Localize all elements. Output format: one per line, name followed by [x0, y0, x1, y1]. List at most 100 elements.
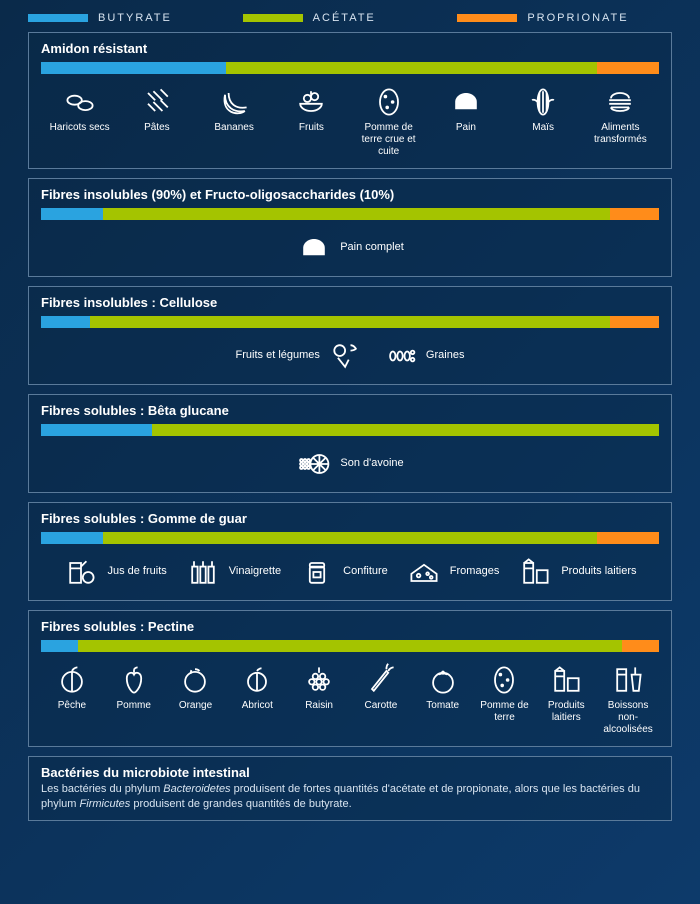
food-label: Boissons non-alcoolisées: [597, 700, 659, 736]
juice-icon: [63, 554, 99, 590]
category-box: Amidon résistantHaricots secsPâtesBanane…: [28, 32, 672, 169]
foods-row: Son d'avoine: [41, 446, 659, 482]
banana-icon: [216, 84, 252, 120]
pasta-icon: [139, 84, 175, 120]
food-item: Produits laitiers: [517, 554, 636, 590]
food-item: Fruits et légumes: [236, 338, 364, 374]
food-item: Jus de fruits: [63, 554, 166, 590]
potato-icon: [371, 84, 407, 120]
footer-title: Bactéries du microbiote intestinal: [41, 765, 659, 780]
category-title: Fibres insolubles (90%) et Fructo-oligos…: [41, 187, 659, 202]
corn-icon: [525, 84, 561, 120]
bar-segment: [622, 640, 659, 652]
food-item: Graines: [382, 338, 465, 374]
food-item: Pomme de terre crue et cuite: [350, 84, 427, 158]
peach-icon: [54, 662, 90, 698]
food-item: Pâtes: [118, 84, 195, 134]
bar-segment: [103, 532, 597, 544]
food-label: Jus de fruits: [107, 565, 166, 578]
bar-segment: [41, 640, 78, 652]
food-item: Abricot: [226, 662, 288, 712]
food-label: Tomate: [426, 700, 459, 712]
food-item: Raisin: [288, 662, 350, 712]
food-label: Produits laitiers: [561, 565, 636, 578]
legend-label: ACÉTATE: [313, 12, 376, 24]
category-box: Fibres solubles : Bêta glucaneSon d'avoi…: [28, 394, 672, 493]
apple-icon: [116, 662, 152, 698]
food-label: Pain complet: [340, 241, 404, 254]
bar-segment: [41, 62, 226, 74]
segment-bar: [41, 208, 659, 220]
food-item: Pêche: [41, 662, 103, 712]
category-title: Fibres solubles : Pectine: [41, 619, 659, 634]
bar-segment: [41, 208, 103, 220]
category-box: Fibres solubles : PectinePêchePommeOrang…: [28, 610, 672, 747]
food-label: Carotte: [364, 700, 397, 712]
grape-icon: [301, 662, 337, 698]
drinks-icon: [610, 662, 646, 698]
oats-icon: [296, 446, 332, 482]
legend-item: ACÉTATE: [243, 12, 458, 24]
legend-label: BUTYRATE: [98, 12, 172, 24]
food-label: Graines: [426, 349, 465, 362]
foods-row: Fruits et légumes Graines: [41, 338, 659, 374]
legend-item: BUTYRATE: [28, 12, 243, 24]
dairy-icon: [517, 554, 553, 590]
food-item: Fromages: [406, 554, 500, 590]
legend: BUTYRATE ACÉTATE PROPRIONATE: [28, 12, 672, 24]
seeds-icon: [382, 338, 418, 374]
food-item: Tomate: [412, 662, 474, 712]
food-label: Maïs: [532, 122, 554, 134]
food-label: Fruits: [299, 122, 324, 134]
food-item: Pomme de terre: [474, 662, 536, 724]
bar-segment: [103, 208, 610, 220]
burger-icon: [602, 84, 638, 120]
legend-label: PROPRIONATE: [527, 12, 628, 24]
food-label: Son d'avoine: [340, 457, 403, 470]
bar-segment: [41, 316, 90, 328]
food-label: Pomme: [116, 700, 150, 712]
fruitbowl-icon: [293, 84, 329, 120]
legend-swatch: [457, 14, 517, 22]
food-item: Confiture: [299, 554, 388, 590]
foods-row: PêchePommeOrangeAbricotRaisinCarotteToma…: [41, 662, 659, 736]
category-title: Fibres insolubles : Cellulose: [41, 295, 659, 310]
food-item: Carotte: [350, 662, 412, 712]
bar-segment: [610, 316, 659, 328]
food-label: Haricots secs: [50, 122, 110, 134]
food-label: Pâtes: [144, 122, 170, 134]
food-label: Bananes: [214, 122, 253, 134]
food-label: Aliments transformés: [585, 122, 655, 146]
food-label: Confiture: [343, 565, 388, 578]
beans-icon: [62, 84, 98, 120]
food-item: Son d'avoine: [296, 446, 403, 482]
food-item: Boissons non-alcoolisées: [597, 662, 659, 736]
apricot-icon: [239, 662, 275, 698]
food-item: Aliments transformés: [582, 84, 659, 146]
cheese-icon: [406, 554, 442, 590]
category-box: Fibres insolubles : Cellulose Fruits et l…: [28, 286, 672, 385]
bread-icon: [296, 230, 332, 266]
food-label: Produits laitiers: [535, 700, 597, 724]
tomato-icon: [425, 662, 461, 698]
bottles-icon: [185, 554, 221, 590]
bar-segment: [597, 532, 659, 544]
footer-box: Bactéries du microbiote intestinal Les b…: [28, 756, 672, 821]
food-label: Pêche: [58, 700, 86, 712]
category-title: Fibres solubles : Gomme de guar: [41, 511, 659, 526]
food-item: Fruits: [273, 84, 350, 134]
food-item: Vinaigrette: [185, 554, 281, 590]
food-item: Pain complet: [296, 230, 404, 266]
segment-bar: [41, 62, 659, 74]
categories-container: Amidon résistantHaricots secsPâtesBanane…: [28, 32, 672, 747]
bar-segment: [597, 62, 659, 74]
bar-segment: [152, 424, 659, 436]
legend-item: PROPRIONATE: [457, 12, 672, 24]
food-label: Pain: [456, 122, 476, 134]
food-label: Pomme de terre: [474, 700, 536, 724]
food-label: Fromages: [450, 565, 500, 578]
jam-icon: [299, 554, 335, 590]
food-label: Fruits et légumes: [236, 349, 320, 362]
bar-segment: [41, 532, 103, 544]
food-label: Vinaigrette: [229, 565, 281, 578]
